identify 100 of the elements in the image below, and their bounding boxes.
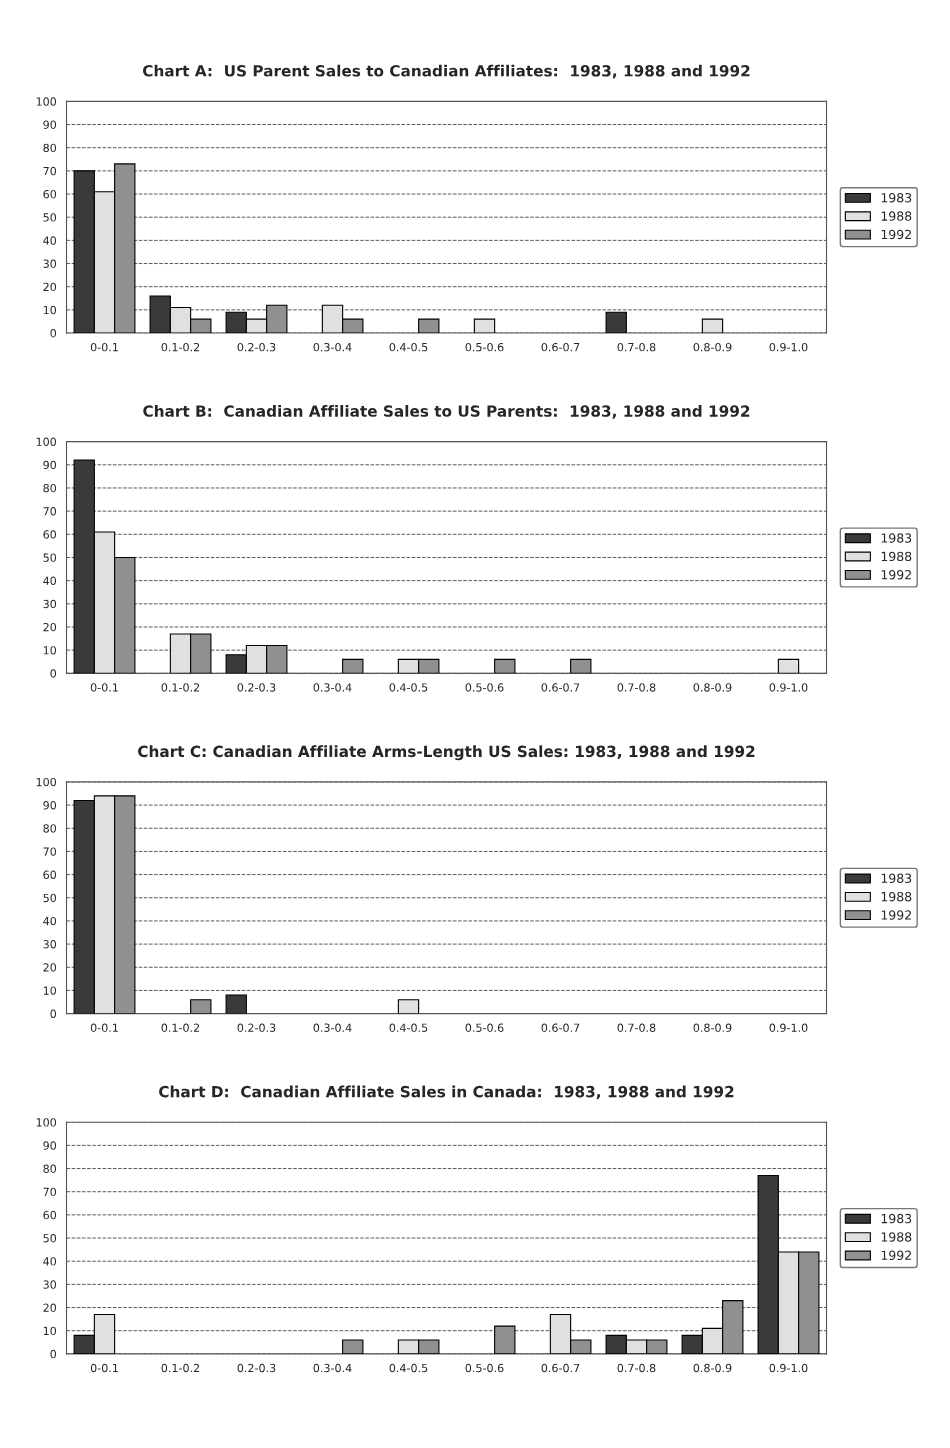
x-tick-label: 0-0.1 (90, 1363, 118, 1373)
x-tick-label: 0.9-1.0 (769, 342, 808, 352)
y-tick-label: 40 (43, 576, 57, 586)
x-tick-label: 0.4-0.5 (389, 1023, 428, 1032)
y-tick-label: 10 (43, 1326, 57, 1336)
y-tick-label: 20 (43, 963, 57, 972)
y-tick-label: 0 (50, 669, 57, 678)
x-tick-label: 0.5-0.6 (465, 683, 504, 692)
x-tick-label: 0.5-0.6 (465, 1363, 504, 1373)
bar (473, 318, 496, 334)
bar (605, 311, 627, 334)
y-tick-label: 60 (43, 1210, 57, 1220)
legend-label: 1983 (881, 193, 912, 203)
x-tick-label: 0.1-0.2 (161, 683, 200, 692)
y-tick-label: 80 (43, 1164, 57, 1173)
x-tick-label: 0.4-0.5 (389, 1363, 428, 1373)
x-tick-label: 0.7-0.8 (617, 1363, 656, 1373)
x-tick-label: 0.1-0.2 (161, 1363, 200, 1373)
x-tick-label: 0.6-0.7 (541, 683, 580, 692)
chart-title: Chart B: Canadian Affiliate Sales to US Parents: 1983, 1988 and 1992 (143, 405, 750, 419)
y-tick-label: 30 (43, 1280, 57, 1289)
y-tick-label: 30 (43, 940, 57, 949)
x-tick-label: 0.8-0.9 (693, 683, 732, 692)
bar (494, 1325, 516, 1354)
x-tick-label: 0.2-0.3 (237, 342, 276, 352)
legend-label: 1983 (881, 533, 912, 543)
x-tick-label: 0.3-0.4 (313, 1023, 352, 1032)
y-tick-label: 0 (50, 1009, 57, 1018)
y-tick-label: 90 (43, 460, 57, 470)
y-tick-label: 100 (36, 437, 57, 447)
x-tick-label: 0-0.1 (90, 342, 118, 352)
y-tick-label: 40 (43, 236, 57, 245)
y-tick-label: 70 (43, 166, 57, 176)
y-tick-label: 20 (43, 622, 57, 632)
x-tick-label: 0.8-0.9 (693, 1023, 732, 1032)
x-tick-label: 0.5-0.6 (465, 342, 504, 352)
y-tick-label: 0 (50, 1349, 57, 1359)
legend-label: 1983 (881, 1213, 912, 1224)
bar (225, 994, 247, 1014)
x-tick-label: 0.6-0.7 (541, 342, 580, 352)
x-tick-label: 0.7-0.8 (617, 683, 656, 692)
x-tick-label: 0.3-0.4 (313, 342, 352, 352)
y-tick-label: 90 (43, 120, 57, 129)
x-tick-label: 0.9-1.0 (769, 1363, 808, 1373)
y-tick-label: 40 (43, 1257, 57, 1266)
x-tick-label: 0.8-0.9 (693, 1363, 732, 1373)
x-tick-label: 0.3-0.4 (313, 683, 352, 692)
bar (342, 1339, 364, 1354)
x-tick-label: 0.1-0.2 (161, 1023, 200, 1032)
x-tick-label: 0.6-0.7 (541, 1363, 580, 1373)
y-tick-label: 100 (36, 777, 57, 787)
chart-title: Chart A: US Parent Sales to Canadian Affiliates: 1983, 1988 and 1992 (142, 64, 750, 79)
y-tick-label: 10 (43, 646, 57, 655)
x-tick-label: 0.7-0.8 (617, 342, 656, 352)
legend-label: 1983 (881, 873, 912, 884)
bar (701, 318, 724, 334)
y-tick-label: 60 (43, 530, 57, 539)
x-tick-label: 0.9-1.0 (769, 683, 808, 692)
x-tick-label: 0.5-0.6 (465, 1023, 504, 1032)
x-tick-label: 0.2-0.3 (237, 683, 276, 692)
y-tick-label: 90 (43, 801, 57, 810)
y-tick-label: 100 (36, 97, 57, 106)
y-tick-label: 50 (43, 1234, 57, 1243)
x-tick-label: 0.3-0.4 (313, 1363, 352, 1373)
legend-label: 1988 (881, 891, 912, 902)
x-tick-label: 0.2-0.3 (237, 1023, 276, 1032)
x-tick-label: 0-0.1 (90, 1023, 118, 1032)
y-tick-label: 10 (43, 305, 57, 315)
y-tick-label: 70 (43, 847, 57, 856)
bar (397, 999, 420, 1014)
bar (777, 658, 800, 674)
y-tick-label: 30 (43, 599, 57, 609)
y-tick-label: 40 (43, 916, 57, 926)
x-tick-label: 0.6-0.7 (541, 1023, 580, 1032)
y-tick-label: 30 (43, 259, 57, 268)
x-tick-label: 0.7-0.8 (617, 1023, 656, 1032)
chart-title: Chart C: Canadian Affiliate Arms-Length US Sales: 1983, 1988 and 1992 (138, 745, 755, 761)
y-tick-label: 100 (36, 1118, 57, 1127)
x-tick-label: 0.2-0.3 (237, 1363, 276, 1373)
x-tick-label: 0-0.1 (90, 683, 118, 692)
x-tick-label: 0.8-0.9 (693, 342, 732, 352)
x-tick-label: 0.9-1.0 (769, 1023, 808, 1032)
bar (418, 318, 440, 334)
y-tick-label: 80 (43, 824, 57, 833)
x-tick-label: 0.1-0.2 (161, 342, 200, 352)
y-tick-label: 20 (43, 282, 57, 292)
y-tick-label: 50 (43, 553, 57, 562)
y-tick-label: 80 (43, 483, 57, 493)
legend-label: 1988 (881, 1232, 912, 1242)
x-tick-label: 0.4-0.5 (389, 683, 428, 692)
y-tick-label: 70 (43, 507, 57, 516)
y-tick-label: 60 (43, 870, 57, 879)
bar (570, 658, 592, 674)
chart-title: Chart D: Canadian Affiliate Sales in Canada: 1983, 1988 and 1992 (159, 1085, 734, 1100)
legend-label: 1992 (881, 1250, 911, 1261)
bar (342, 658, 364, 674)
legend-label: 1992 (881, 229, 911, 240)
legend-label: 1992 (881, 910, 911, 920)
y-tick-label: 0 (50, 329, 57, 338)
y-tick-label: 50 (43, 213, 57, 222)
